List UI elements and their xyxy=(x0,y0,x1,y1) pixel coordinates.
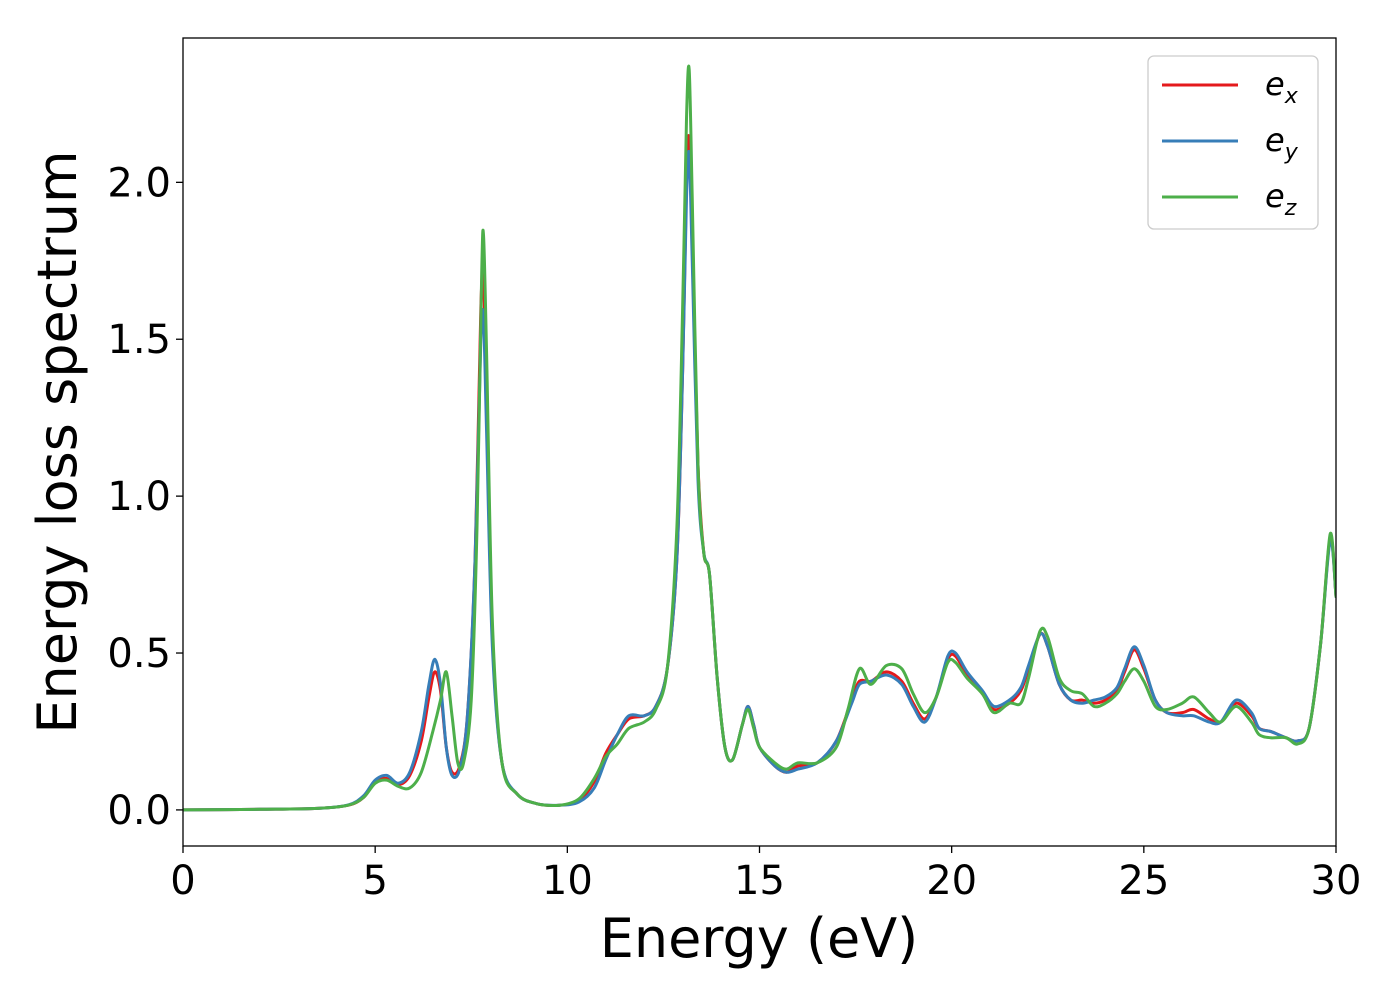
series-line-ez xyxy=(183,64,1336,812)
legend: ex ey ez xyxy=(1147,55,1319,230)
x-axis-ticks: 0 5 10 15 20 25 30 xyxy=(170,846,1361,904)
x-tick-label: 15 xyxy=(734,858,785,904)
y-tick-label: 0.0 xyxy=(107,788,171,834)
legend-label-ez: ez xyxy=(1265,177,1297,221)
x-tick-label: 0 xyxy=(170,858,195,904)
x-tick-label: 5 xyxy=(362,858,387,904)
y-tick-label: 1.0 xyxy=(107,474,171,520)
x-axis-label: Energy (eV) xyxy=(600,907,919,970)
legend-label-ex: ex xyxy=(1265,65,1299,109)
y-tick-label: 1.5 xyxy=(107,317,171,363)
y-tick-label: 2.0 xyxy=(107,160,171,206)
y-tick-label: 0.5 xyxy=(107,631,171,677)
x-tick-label: 30 xyxy=(1311,858,1362,904)
x-tick-label: 25 xyxy=(1118,858,1169,904)
series-layer xyxy=(183,64,1336,812)
y-axis-ticks: 0.0 0.5 1.0 1.5 2.0 xyxy=(107,160,183,834)
y-axis-label: Energy loss spectrum xyxy=(26,150,89,733)
x-tick-label: 10 xyxy=(542,858,593,904)
x-tick-label: 20 xyxy=(926,858,977,904)
legend-label-ey: ey xyxy=(1265,121,1299,165)
